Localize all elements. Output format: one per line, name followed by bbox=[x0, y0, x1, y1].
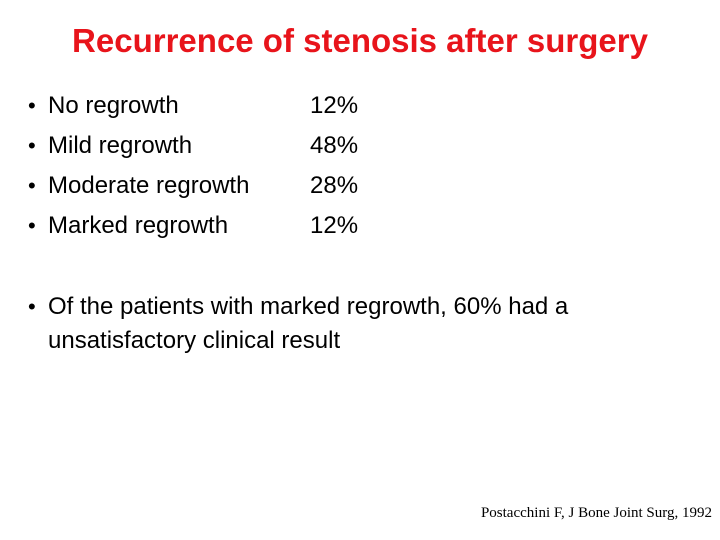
list-item-moderate-regrowth: • Moderate regrowth 28% bbox=[28, 166, 408, 206]
item-label: No regrowth bbox=[48, 92, 179, 119]
citation: Postacchini F, J Bone Joint Surg, 1992 bbox=[480, 505, 712, 521]
item-label: Moderate regrowth bbox=[48, 172, 250, 199]
bullet-icon: • bbox=[28, 294, 36, 319]
note-text: Of the patients with marked regrowth, 60… bbox=[48, 293, 569, 354]
item-value: 12% bbox=[310, 212, 359, 239]
note-paragraph: • Of the patients with marked regrowth, … bbox=[28, 290, 648, 358]
item-value: 28% bbox=[310, 172, 359, 199]
item-value: 12% bbox=[310, 92, 359, 119]
item-label: Marked regrowth bbox=[48, 212, 229, 239]
list-item-no-regrowth: • No regrowth 12% bbox=[28, 86, 408, 126]
regrowth-list: • No regrowth 12% • Mild regrowth 48% • … bbox=[28, 86, 408, 246]
list-item-mild-regrowth: • Mild regrowth 48% bbox=[28, 126, 408, 166]
item-value: 48% bbox=[310, 132, 359, 159]
slide-title: Recurrence of stenosis after surgery bbox=[72, 22, 648, 59]
bullet-icon: • bbox=[28, 93, 36, 118]
list-item-marked-regrowth: • Marked regrowth 12% bbox=[28, 206, 408, 246]
bullet-icon: • bbox=[28, 133, 36, 158]
bullet-icon: • bbox=[28, 213, 36, 238]
bullet-icon: • bbox=[28, 173, 36, 198]
item-label: Mild regrowth bbox=[48, 132, 193, 159]
